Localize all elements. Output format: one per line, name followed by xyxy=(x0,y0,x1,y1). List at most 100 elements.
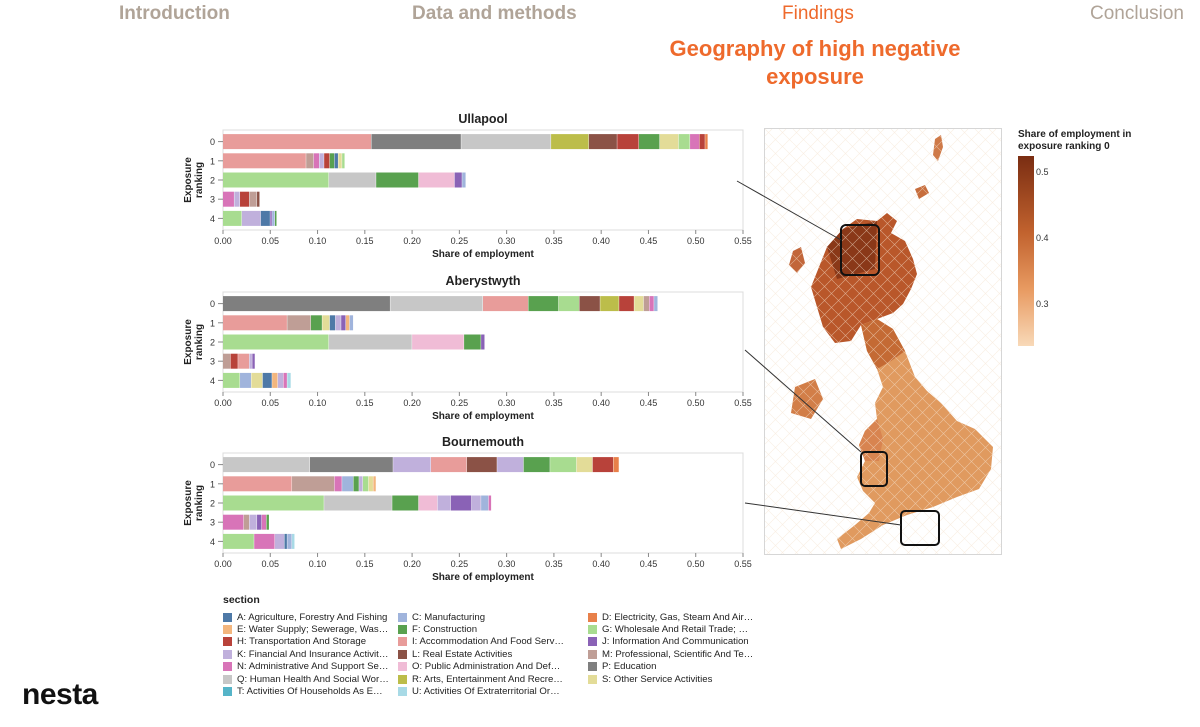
bar-segment xyxy=(345,315,350,331)
bar-segment xyxy=(223,191,234,207)
bar-segment xyxy=(699,134,705,150)
bar-segment xyxy=(619,296,634,312)
bar-segment xyxy=(471,495,481,511)
bar-segment xyxy=(223,210,242,226)
bar-segment xyxy=(368,476,373,492)
bar-segment xyxy=(223,353,231,369)
legend-item: M: Professional, Scientific And Te… xyxy=(588,648,783,660)
legend-label: O: Public Administration And Def… xyxy=(412,661,561,673)
bar-segment xyxy=(335,315,341,331)
bar-segment xyxy=(659,134,679,150)
x-tick-label: 0.00 xyxy=(214,236,232,246)
x-tick-label: 0.15 xyxy=(356,559,374,569)
y-tick-label: 1 xyxy=(210,318,215,328)
legend-label: L: Real Estate Activities xyxy=(412,648,513,660)
x-tick-label: 0.25 xyxy=(451,236,469,246)
bar-segment xyxy=(497,457,524,473)
legend-swatch xyxy=(398,674,407,684)
bar-segment xyxy=(243,514,250,530)
x-axis-label: Share of employment xyxy=(432,411,534,422)
legend-label: F: Construction xyxy=(412,624,478,636)
legend-swatch xyxy=(223,674,232,684)
x-tick-label: 0.20 xyxy=(403,559,421,569)
connector-bournemouth xyxy=(744,502,902,526)
bar-segment xyxy=(275,210,277,226)
y-tick-label: 4 xyxy=(210,214,215,224)
bar-segment xyxy=(234,191,240,207)
bar-segment xyxy=(454,172,462,188)
bar-segment xyxy=(287,533,292,549)
y-tick-label: 3 xyxy=(210,518,215,528)
bar-segment xyxy=(592,457,614,473)
legend-label: E: Water Supply; Sewerage, Was… xyxy=(237,624,389,636)
x-tick-label: 0.35 xyxy=(545,559,563,569)
bar-segment xyxy=(249,514,257,530)
bar-segment xyxy=(249,353,252,369)
bar-segment xyxy=(523,457,550,473)
bar-segment xyxy=(431,457,467,473)
bar-segment xyxy=(328,172,376,188)
bar-segment xyxy=(322,315,330,331)
legend-item: N: Administrative And Support Se… xyxy=(223,661,398,673)
bar-segment xyxy=(362,476,369,492)
bar-segment xyxy=(309,457,393,473)
legend-item: P: Education xyxy=(588,661,783,673)
bar-segment xyxy=(254,533,275,549)
nav-introduction[interactable]: Introduction xyxy=(119,3,230,24)
legend-item: S: Other Service Activities xyxy=(588,673,783,685)
bar-segment xyxy=(579,296,600,312)
bar-segment xyxy=(223,153,306,169)
legend-item: L: Real Estate Activities xyxy=(398,648,588,660)
bar-segment xyxy=(338,153,342,169)
bar-segment xyxy=(260,210,270,226)
legend-label: U: Activities Of Extraterritorial Or… xyxy=(412,686,560,698)
bar-segment xyxy=(329,315,336,331)
legend-swatch xyxy=(223,625,232,635)
legend-label: M: Professional, Scientific And Te… xyxy=(602,648,754,660)
nav-data-and-methods[interactable]: Data and methods xyxy=(412,3,577,24)
bar-segment xyxy=(324,153,330,169)
legend-item: I: Accommodation And Food Serv… xyxy=(398,636,588,648)
legend-item: T: Activities Of Households As E… xyxy=(223,685,398,697)
x-tick-label: 0.55 xyxy=(734,398,752,408)
nav-findings[interactable]: Findings xyxy=(782,3,854,24)
x-tick-label: 0.35 xyxy=(545,236,563,246)
x-tick-label: 0.35 xyxy=(545,398,563,408)
bar-segment xyxy=(341,315,346,331)
uk-map-svg xyxy=(765,129,1001,554)
bar-segment xyxy=(310,315,322,331)
legend-label: P: Education xyxy=(602,661,657,673)
bar-segment xyxy=(634,296,644,312)
legend-swatch xyxy=(588,662,597,672)
bar-segment xyxy=(262,372,272,388)
x-tick-label: 0.10 xyxy=(309,236,327,246)
bar-segment xyxy=(376,172,419,188)
bar-segment xyxy=(613,457,619,473)
legend-swatch xyxy=(398,649,407,659)
bar-segment xyxy=(257,191,260,207)
nav-conclusion[interactable]: Conclusion xyxy=(1090,3,1184,24)
bar-segment xyxy=(373,476,376,492)
bar-segment xyxy=(241,210,261,226)
legend-swatch xyxy=(588,637,597,647)
bar-segment xyxy=(643,296,649,312)
bar-segment xyxy=(223,514,244,530)
bar-segment xyxy=(412,334,464,350)
x-tick-label: 0.00 xyxy=(214,398,232,408)
bar-segment xyxy=(705,134,708,150)
bar-segment xyxy=(550,457,577,473)
page-title: Geography of high negative exposure xyxy=(610,35,1020,91)
x-tick-label: 0.45 xyxy=(640,559,658,569)
legend-label: T: Activities Of Households As E… xyxy=(237,686,383,698)
bar-segment xyxy=(481,334,485,350)
bar-segment xyxy=(353,476,359,492)
highlight-aberystwyth xyxy=(860,451,888,487)
bar-segment xyxy=(528,296,559,312)
bar-segment xyxy=(252,353,255,369)
bar-segment xyxy=(359,476,363,492)
legend: section A: Agriculture, Forestry And Fis… xyxy=(223,594,783,698)
legend-label: H: Transportation And Storage xyxy=(237,636,367,648)
bar-segment xyxy=(223,372,240,388)
legend-label: A: Agriculture, Forestry And Fishing xyxy=(237,611,388,623)
